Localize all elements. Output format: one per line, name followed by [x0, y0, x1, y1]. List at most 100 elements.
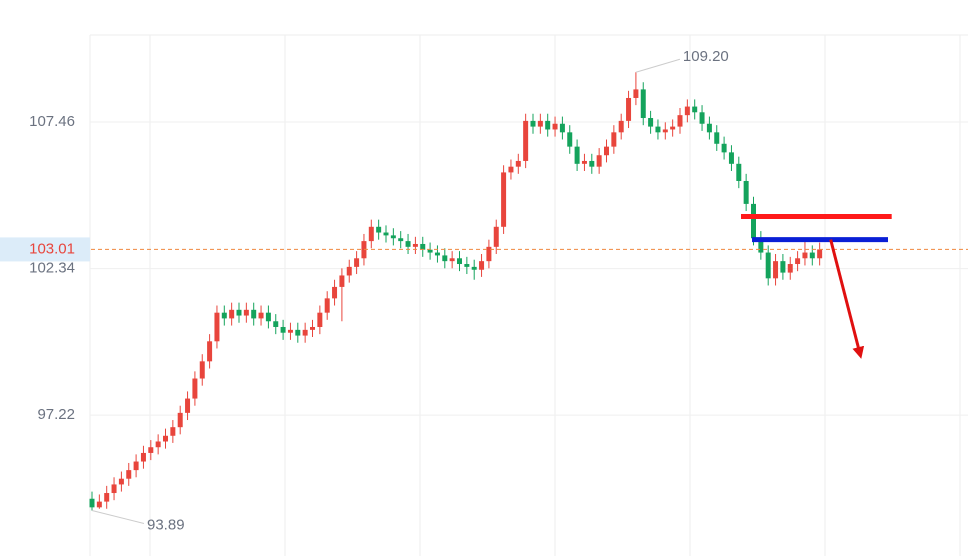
candle-body: [295, 329, 301, 336]
candle-body: [765, 252, 771, 279]
candle-body: [251, 309, 257, 319]
candle-body: [736, 163, 742, 181]
current-price-tag: [0, 237, 90, 262]
candle-body: [207, 341, 213, 362]
candle-body: [405, 241, 411, 247]
high-label: 109.20: [683, 48, 729, 65]
candle-body: [684, 106, 690, 116]
candle-body: [530, 120, 536, 127]
candle-body: [758, 238, 764, 253]
current-price-label: 103.01: [29, 240, 75, 257]
candle-body: [633, 89, 639, 98]
candle-body: [229, 309, 235, 319]
candle-body: [493, 226, 499, 247]
candle-body: [163, 435, 168, 442]
candle-body: [596, 155, 602, 167]
candle-body: [648, 118, 654, 127]
candle-body: [773, 261, 779, 279]
candle-body: [434, 252, 440, 256]
candle-body: [383, 232, 389, 236]
candle-body: [780, 261, 786, 273]
candle-body: [89, 498, 95, 508]
low-label: 93.89: [147, 516, 185, 533]
high-leader: [635, 58, 681, 73]
candle-body: [118, 478, 124, 485]
candle-body: [795, 258, 801, 265]
candle-body: [420, 243, 426, 250]
candle-body: [479, 261, 485, 270]
candle-body: [442, 255, 448, 262]
candle-body: [721, 143, 727, 153]
candle-body: [332, 286, 338, 299]
low-leader: [91, 509, 145, 524]
candle-body: [743, 180, 749, 204]
grid: 97.22 102.34 107.46: [29, 113, 968, 423]
candle-body: [471, 266, 477, 270]
candle-body: [133, 461, 139, 471]
candle-body: [501, 172, 507, 227]
candle-body: [412, 243, 418, 247]
candle-body: [692, 106, 698, 113]
candle-body: [339, 275, 345, 287]
candle-body: [273, 321, 279, 327]
drawn-arrow: [829, 239, 865, 359]
candle-body: [214, 312, 220, 342]
candle-body: [670, 126, 676, 130]
candle-body: [545, 120, 551, 130]
candle-body: [148, 447, 154, 453]
candle-body: [310, 326, 315, 330]
candle-body: [515, 160, 521, 167]
candle-body: [787, 264, 793, 273]
candle-body: [126, 470, 132, 479]
candle-body: [361, 241, 367, 259]
candle-body: [618, 120, 624, 133]
candle-body: [486, 246, 492, 262]
candle-body: [457, 258, 462, 265]
candle-body: [809, 252, 815, 259]
candle-body: [464, 264, 470, 267]
candle-body: [243, 309, 249, 316]
candle-body: [111, 484, 117, 494]
candle-body: [559, 123, 565, 133]
candle-body: [368, 226, 374, 242]
candle-body: [104, 493, 110, 502]
y-tick-label: 107.46: [29, 113, 75, 130]
candle-body: [508, 166, 514, 173]
candle-body: [140, 452, 146, 462]
candle-body: [302, 329, 308, 336]
candle-body: [523, 120, 529, 161]
candle-body: [537, 120, 543, 127]
candle-body: [427, 249, 433, 253]
candle-body: [552, 123, 558, 130]
candle-body: [346, 266, 352, 276]
y-tick-label: 102.34: [29, 260, 75, 277]
candle-body: [655, 126, 661, 133]
candle-body: [324, 298, 330, 313]
candle-body: [236, 309, 242, 316]
candle-body: [398, 238, 404, 242]
candle-body: [265, 312, 271, 322]
candle-body: [574, 146, 580, 164]
candle-body: [155, 441, 161, 448]
candle-body: [280, 326, 286, 333]
overlay: 103.01 109.20 93.89: [0, 48, 968, 533]
candle-body: [611, 132, 617, 147]
candle-body: [589, 160, 595, 167]
candle-body: [677, 115, 683, 127]
candle-body: [170, 427, 176, 436]
candle-body: [199, 361, 205, 379]
candle-body: [640, 89, 646, 119]
candle-body: [662, 129, 668, 133]
candle-body: [567, 132, 573, 147]
candle-body: [728, 152, 734, 164]
candle-body: [751, 203, 756, 239]
candle-body: [287, 329, 293, 333]
candle-body: [192, 378, 198, 399]
candle-body: [177, 412, 183, 428]
candle-body: [604, 146, 609, 156]
candle-body: [376, 226, 382, 233]
candle-body: [706, 123, 712, 133]
candle-body: [221, 312, 227, 319]
candle-body: [817, 249, 823, 259]
